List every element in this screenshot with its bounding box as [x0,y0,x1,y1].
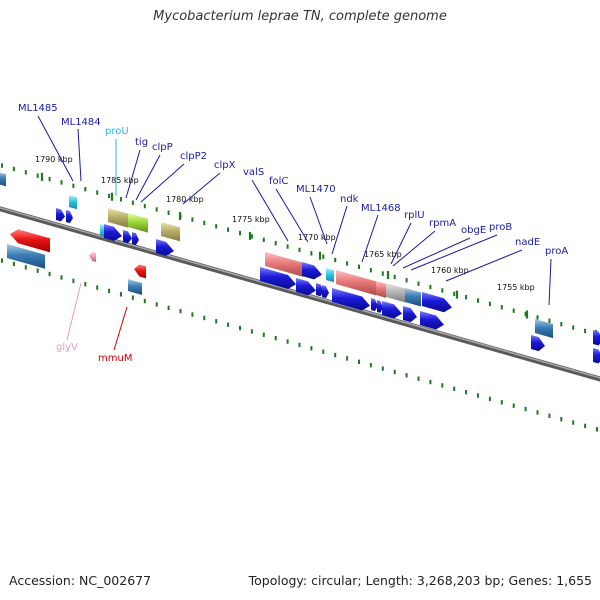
genome-summary: Topology: circular; Length: 3,268,203 bp… [248,573,592,588]
gene-leader-line [390,222,412,265]
cds-feature [322,285,329,299]
cds-feature [382,301,402,319]
cds-feature-mmuM [134,264,146,279]
gene-leader-line [77,128,82,182]
cds-feature-ML1468 [336,270,376,296]
cds-feature [296,278,316,296]
cds-feature [0,172,6,187]
cds-feature [7,244,45,269]
gene-label-obge[interactable]: obgE [461,225,486,236]
scale-label: 1790 kbp [35,155,73,164]
gene-leader-line [331,205,348,255]
scale-label: 1765 kbp [364,250,402,259]
cds-feature-obgE [405,288,421,307]
cds-feature [377,300,383,313]
gene-label-tig[interactable]: tig [135,137,148,148]
cds-feature [56,208,65,222]
cds-feature [420,311,444,330]
cds-feature [66,210,73,224]
accession-label: Accession: NC_002677 [9,573,152,588]
gene-label-proa[interactable]: proA [545,246,568,257]
scale-label: 1755 kbp [497,283,535,292]
scale-label: 1775 kbp [232,215,270,224]
gene-label-rplu[interactable]: rplU [404,210,425,221]
cds-feature [128,279,142,295]
gene-leader-line [275,188,309,243]
gene-leader-line [125,149,141,199]
gene-label-folc[interactable]: folC [269,176,288,187]
gene-leader-line [361,214,379,263]
cds-feature [386,283,406,303]
cds-feature-clpX [161,222,180,242]
cds-feature [156,239,174,256]
gene-leader-line [66,282,82,341]
cds-feature [132,232,139,246]
gene-leader-line [37,115,74,182]
gene-leader-line [140,163,185,203]
gene-label-clpp[interactable]: clpP [152,142,173,153]
cds-feature-tig [108,208,128,228]
gene-leader-line [548,258,552,306]
cds-feature [403,306,417,323]
gene-leader-line [392,230,436,267]
gene-label-ml1468[interactable]: ML1468 [361,203,401,214]
gene-label-ml1485[interactable]: ML1485 [18,103,58,114]
gene-leader-line [402,237,471,269]
cds-feature [371,298,378,312]
cds-feature [531,335,545,352]
cds-feature [332,288,370,311]
cds-feature [104,224,122,241]
scale-label: 1770 kbp [298,233,336,242]
map-title: Mycobacterium leprae TN, complete genome [153,9,447,24]
cds-feature-proA [535,319,553,339]
cds-feature [10,229,50,253]
gene-label-clpp2[interactable]: clpP2 [180,151,207,162]
rna-feature-glyV [89,251,96,262]
cds-feature-ML1484 [69,195,77,210]
gene-label-vals[interactable]: valS [243,167,264,178]
scale-label: 1780 kbp [166,195,204,204]
gene-leader-line [410,234,498,271]
cds-feature-ML1470 [326,268,334,283]
scale-label: 1760 kbp [431,266,469,275]
gene-leader-line [251,179,289,242]
cds-feature-folC [302,262,322,280]
gene-label-ml1470[interactable]: ML1470 [296,184,336,195]
gene-leader-line [445,249,523,282]
cds-feature [123,230,132,244]
gene-label-prob[interactable]: proB [489,222,512,233]
gene-leader-line [135,154,161,201]
cds-feature-clpP [128,213,148,233]
gene-label-nade[interactable]: nadE [515,237,540,248]
cds-feature-proB [422,292,452,313]
gene-label-rpma[interactable]: rpmA [429,218,456,229]
cds-feature [593,348,600,364]
gene-leader-line [113,306,128,351]
cds-feature [260,267,296,289]
genome-backbone [0,206,600,382]
scale-label: 1785 kbp [101,176,139,185]
gene-label-mmum[interactable]: mmuM [98,353,132,364]
cds-feature [593,330,600,346]
cds-feature-valS [265,252,303,277]
gene-label-ml1484[interactable]: ML1484 [61,117,101,128]
gene-label-ndk[interactable]: ndk [340,194,359,205]
gene-label-glyv[interactable]: glyV [56,342,78,353]
gene-label-prou[interactable]: proU [105,126,129,137]
cds-feature [376,281,386,298]
gene-leader-line [309,196,328,245]
gene-label-clpx[interactable]: clpX [214,160,236,171]
gene-leader-line [182,172,221,205]
